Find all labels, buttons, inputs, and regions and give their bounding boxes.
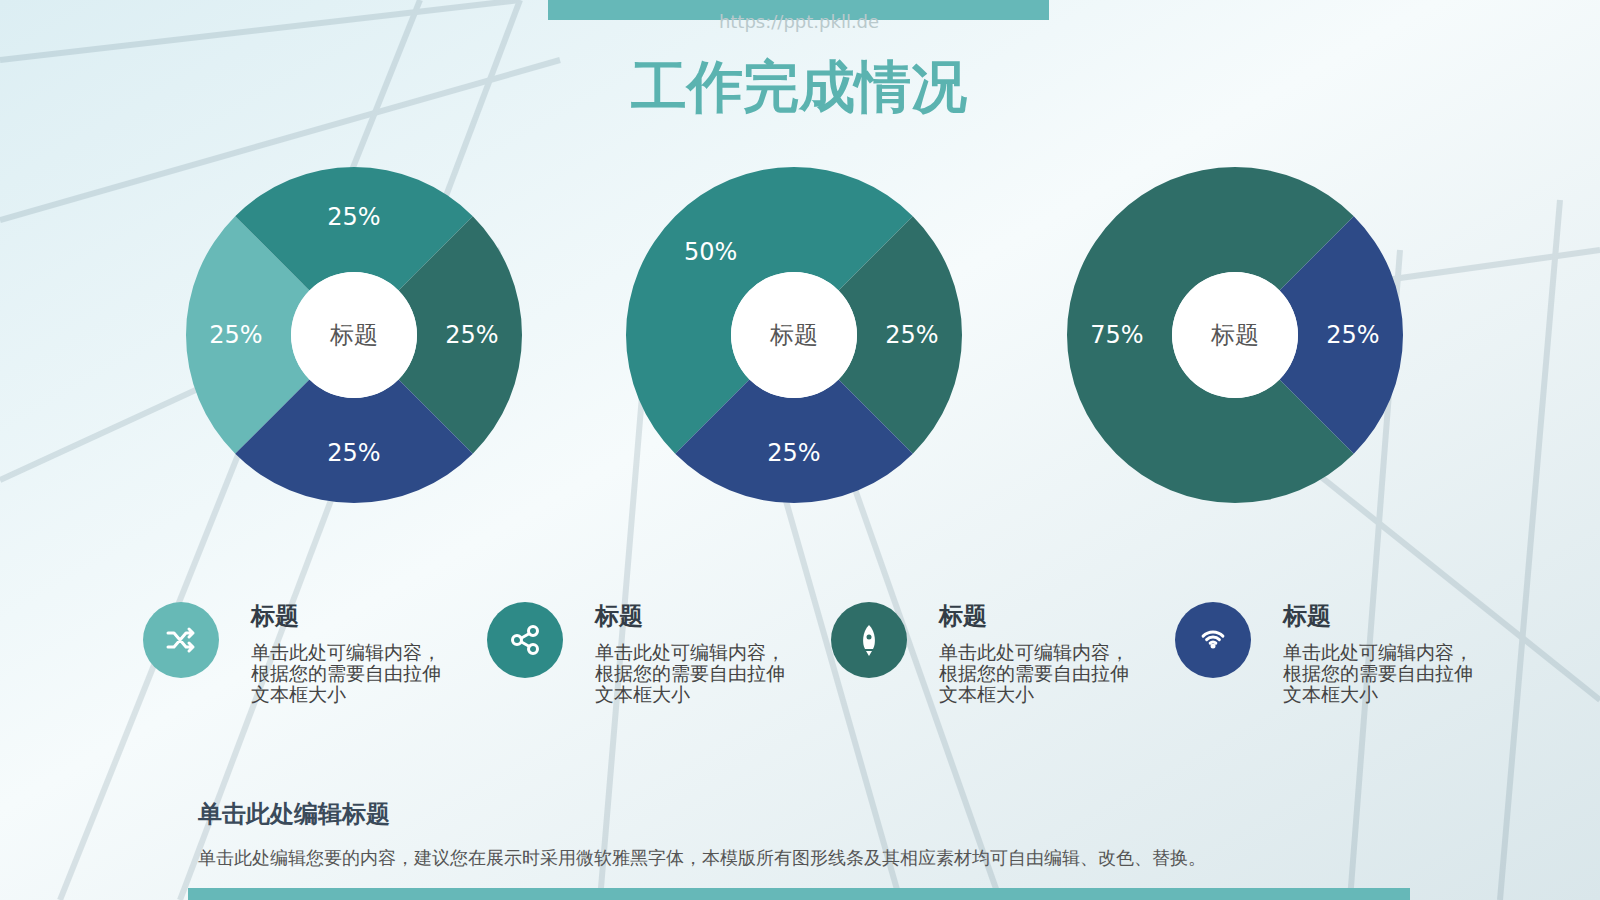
center-hole (1172, 272, 1298, 398)
icon-shape (1203, 632, 1223, 636)
center-label: 标题 (769, 321, 818, 349)
data-label: 50% (684, 238, 737, 266)
slices (186, 167, 522, 503)
item-icon (831, 602, 907, 678)
data-label: 25% (767, 439, 820, 467)
center-label: 标题 (1210, 321, 1259, 349)
icon-shape (1211, 644, 1216, 649)
background (0, 0, 1600, 900)
item-text: 单击此处可编辑内容，根据您的需要自由拉伸文本框大小 (1283, 641, 1473, 705)
slice (1280, 216, 1403, 454)
slice (235, 380, 473, 503)
item-text: 单击此处可编辑内容，根据您的需要自由拉伸文本框大小 (595, 641, 785, 705)
donut-chart: 标题 50% 25% 25% (626, 167, 962, 503)
background-line (1500, 200, 1560, 900)
icon-shape (168, 629, 193, 651)
item-title: 标题 (250, 602, 299, 630)
item: 标题单击此处可编辑内容，根据您的需要自由拉伸文本框大小 (831, 602, 1129, 705)
data-label: 25% (209, 321, 262, 349)
icon-shape (1210, 642, 1216, 643)
data-label: 25% (885, 321, 938, 349)
item-text: 单击此处可编辑内容，根据您的需要自由拉伸文本框大小 (939, 641, 1129, 705)
item: 标题单击此处可编辑内容，根据您的需要自由拉伸文本框大小 (143, 602, 441, 705)
icon-circle (143, 602, 219, 678)
slices (626, 167, 962, 503)
icon-shape (529, 645, 538, 654)
icon-circle (1175, 602, 1251, 678)
center-hole (731, 272, 857, 398)
item: 标题单击此处可编辑内容，根据您的需要自由拉伸文本框大小 (487, 602, 785, 705)
background-line (180, 0, 520, 900)
title: 工作完成情况 (631, 54, 967, 119)
center-hole (291, 272, 417, 398)
icon-circle (487, 602, 563, 678)
item-icon (487, 602, 563, 678)
item: 标题单击此处可编辑内容，根据您的需要自由拉伸文本框大小 (1175, 602, 1473, 705)
item-text: 单击此处可编辑内容，根据您的需要自由拉伸文本框大小 (251, 641, 441, 705)
background-lines (0, 0, 1600, 900)
footer-text: 单击此处编辑您要的内容，建议您在展示时采用微软雅黑字体，本模版所有图形线条及其相… (198, 847, 1206, 868)
icon-shape (867, 635, 872, 640)
center-label: 标题 (329, 321, 378, 349)
bottom-bar (188, 888, 1410, 900)
icon-circle (831, 602, 907, 678)
data-label: 75% (1090, 321, 1143, 349)
icon-shape (513, 636, 522, 645)
slide: https://ppt.pkll.de工作完成情况标题25%25%25%25%标… (0, 0, 1600, 900)
footer-title: 单击此处编辑标题 (197, 800, 390, 828)
watermark: https://ppt.pkll.de (719, 11, 879, 32)
item-title: 标题 (1282, 602, 1331, 630)
data-label: 25% (327, 203, 380, 231)
donut-chart: 标题 75% 25% (1067, 167, 1403, 503)
data-label: 25% (327, 439, 380, 467)
slice (675, 380, 913, 503)
icon-shape (1207, 637, 1220, 640)
icon-shape (866, 651, 872, 656)
data-label: 25% (445, 321, 498, 349)
icon-shape (863, 625, 875, 649)
item-title: 标题 (594, 602, 643, 630)
item-icon (143, 602, 219, 678)
slices (1067, 167, 1403, 503)
data-label: 25% (1326, 321, 1379, 349)
item-title: 标题 (938, 602, 987, 630)
donut-chart: 标题 25% 25% 25% 25% (186, 167, 522, 503)
background-line (0, 0, 520, 60)
icon-shape (529, 627, 538, 636)
item-icon (1175, 602, 1251, 678)
